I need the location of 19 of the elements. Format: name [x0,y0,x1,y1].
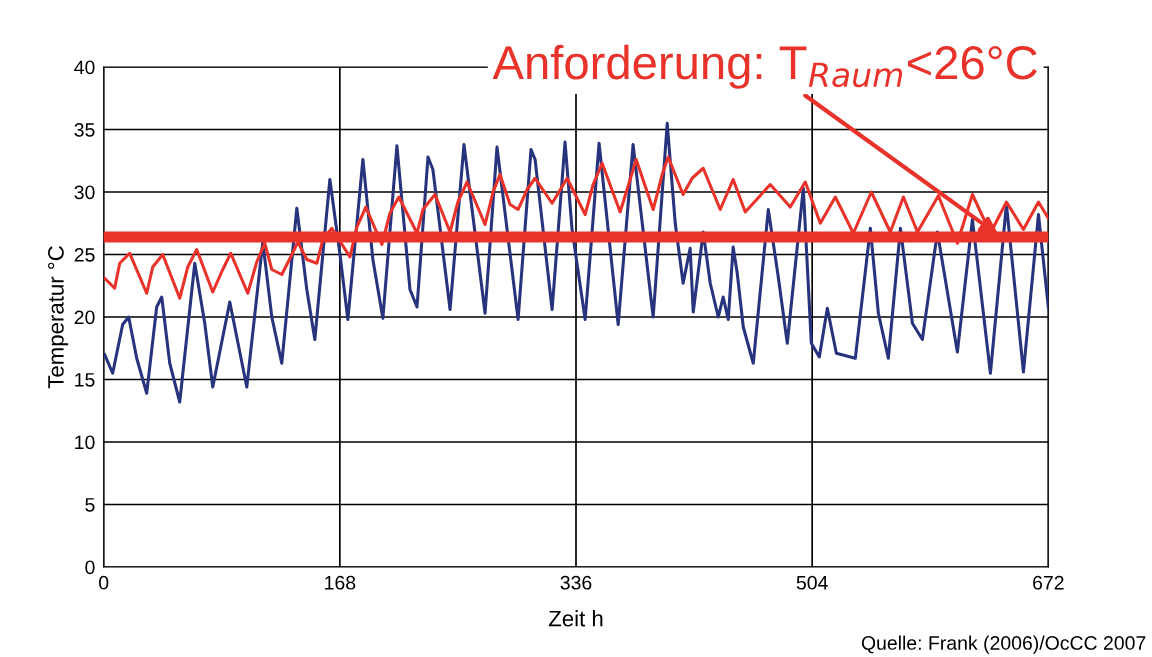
y-tick-label: 15 [75,373,95,387]
y-tick-label: 5 [85,498,95,512]
x-tick-label: 672 [1033,575,1064,590]
ref-line-label: Anforderung: T$_{Raum}$<26°C [492,44,1037,89]
y-tick-label: 35 [74,122,95,137]
x-axis-title: Zeit h [548,610,603,627]
source-note: Quelle: Frank (2006)/OcCC 2007 [861,635,1146,654]
y-tick-label: 20 [74,310,95,325]
x-tick-label: 504 [796,575,828,590]
y-tick-label: 25 [74,247,95,262]
y-tick-label: 40 [74,60,95,75]
y-tick-label: 0 [85,560,95,575]
x-tick-label: 0 [99,575,109,590]
y-tick-label: 10 [75,435,95,450]
x-tick-label: 336 [560,575,592,590]
y-axis-title: Temperatur °C [48,246,69,389]
y-tick-label: 30 [74,185,95,200]
x-tick-label: 168 [325,575,356,590]
line-series [103,121,1049,404]
